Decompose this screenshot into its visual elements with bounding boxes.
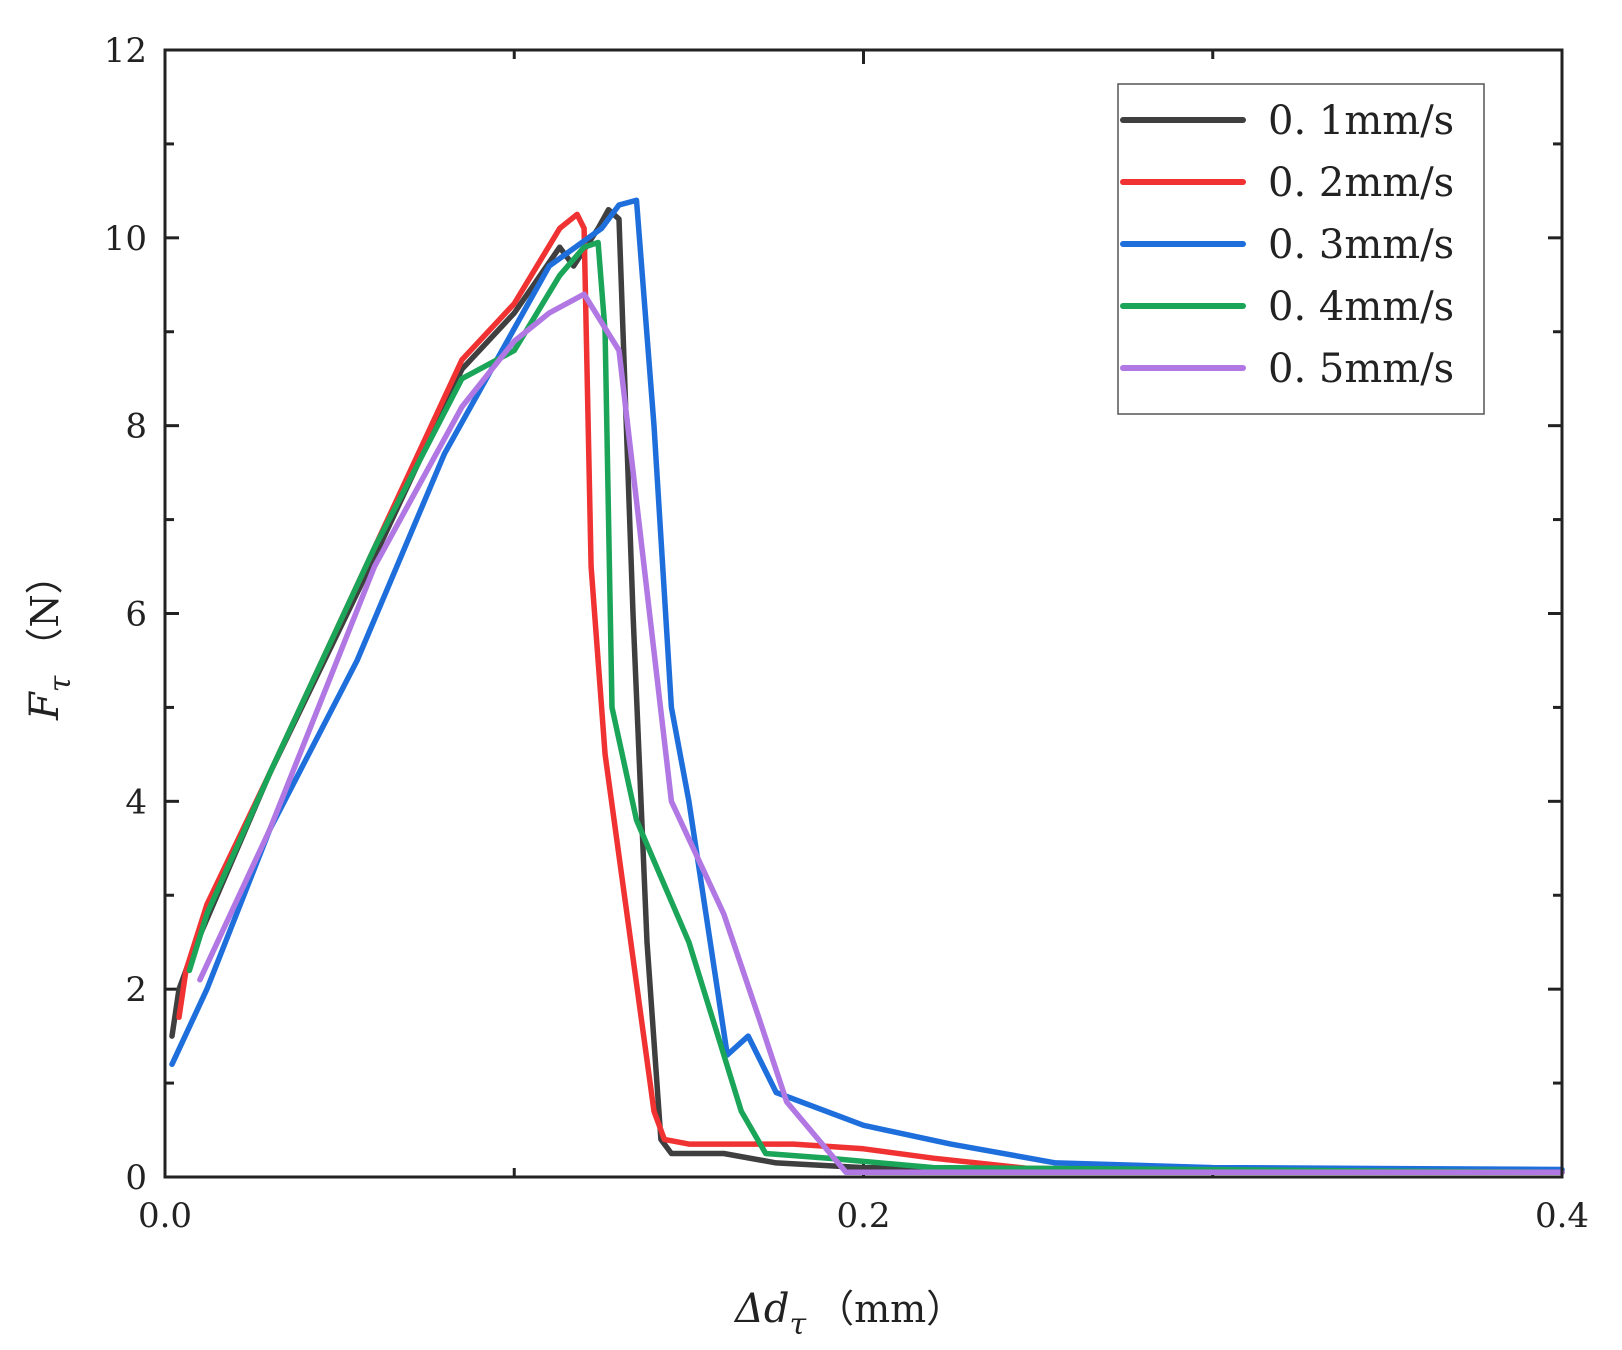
- legend-label: 0. 1mm/s: [1268, 98, 1454, 144]
- legend-label: 0. 2mm/s: [1268, 160, 1454, 206]
- x-tick-label: 0.2: [836, 1196, 890, 1236]
- series-line-0-3mm-s: [169, 197, 1565, 1173]
- legend-label: 0. 4mm/s: [1268, 284, 1454, 330]
- y-tick-label: 4: [125, 782, 147, 822]
- legend-box: [1117, 83, 1485, 415]
- legend-label: 0. 3mm/s: [1268, 222, 1454, 268]
- y-tick-label: 6: [125, 595, 147, 635]
- y-axis-title: Fτ （N）: [22, 556, 78, 721]
- y-tick-label: 10: [104, 219, 147, 259]
- plot-frame: [163, 48, 1564, 1179]
- x-axis-symbol: Δd: [733, 1286, 790, 1332]
- series-line-0-5mm-s: [197, 291, 1565, 1176]
- y-tick-label: 12: [104, 31, 147, 71]
- x-axis-subscript: τ: [790, 1307, 807, 1342]
- tick-labels: 0.0 0.2 0.4 0 2 4 6 8 10 12: [104, 31, 1589, 1236]
- y-axis-symbol: F: [22, 691, 68, 721]
- y-tick-label: 8: [125, 407, 147, 447]
- legend-label: 0. 5mm/s: [1268, 346, 1454, 392]
- y-tick-label: 0: [125, 1158, 147, 1198]
- x-axis-title: Δdτ （mm）: [733, 1286, 964, 1342]
- legend: 0. 1mm/s 0. 2mm/s 0. 3mm/s 0. 4mm/s 0. 5mm/s: [1117, 83, 1485, 415]
- x-tick-label: 0.4: [1535, 1196, 1589, 1236]
- x-tick-label: 0.0: [138, 1196, 192, 1236]
- x-axis-unit: （mm）: [816, 1287, 964, 1331]
- series-lines: [169, 197, 1565, 1176]
- y-axis-unit: （N）: [23, 556, 67, 665]
- series-line-0-4mm-s: [186, 239, 1565, 1176]
- y-tick-label: 2: [125, 970, 147, 1010]
- y-axis-subscript: τ: [43, 675, 78, 692]
